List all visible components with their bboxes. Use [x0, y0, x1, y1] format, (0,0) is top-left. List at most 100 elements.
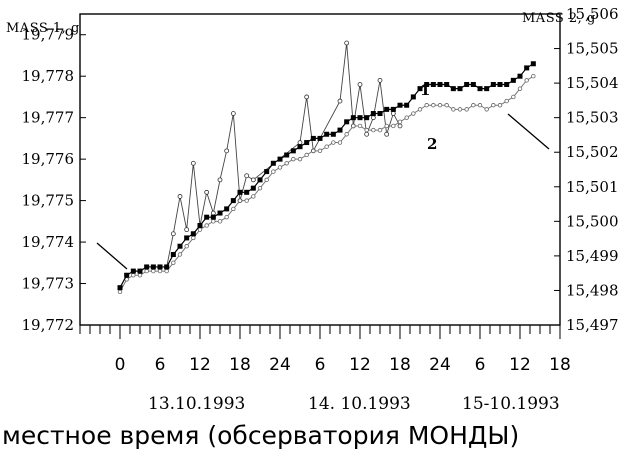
right-tick-label: 15,504 [566, 74, 619, 92]
series-1-point [177, 243, 183, 249]
series-2-point [164, 268, 169, 274]
right-pointer-arrow [507, 113, 550, 150]
x-tick-label: 12 [349, 355, 371, 375]
series-2-line [119, 75, 534, 293]
left-tick-label: 19,778 [22, 67, 75, 85]
series-2-point [477, 103, 483, 108]
series-2-point [157, 268, 163, 274]
series-1-point [370, 111, 376, 117]
series-1-point [130, 268, 136, 274]
series-1-point [217, 210, 223, 216]
series-1-point [190, 231, 196, 237]
series-1-point [517, 73, 523, 79]
axis-ticks [79, 13, 561, 339]
left-pointer-arrow [96, 242, 128, 270]
series-1-point [124, 272, 130, 278]
series-1-point [450, 86, 456, 92]
spike-point [337, 98, 343, 104]
spike-point [364, 131, 370, 137]
series-1-point [464, 81, 470, 87]
series-2-point [511, 94, 516, 100]
series-2-point [231, 206, 236, 212]
series-2-point [524, 78, 529, 83]
spike-point [210, 210, 216, 216]
series-1-point [230, 198, 236, 204]
spike-point [230, 111, 236, 116]
series-2-point [297, 156, 303, 162]
left-tick-label: 19,774 [22, 233, 75, 251]
series-1-point [310, 135, 316, 141]
series-1-point [490, 81, 496, 87]
series-1-point [344, 119, 350, 125]
series-2-point [324, 144, 329, 149]
series-2-point [457, 107, 463, 112]
series-1-point [117, 285, 123, 291]
series-2-point [437, 103, 443, 108]
series-2-point [137, 273, 143, 278]
series-2-point [191, 235, 196, 241]
series-2-point [357, 123, 363, 129]
series-1-point [210, 214, 216, 220]
spike-point [370, 115, 376, 121]
series-2-point [277, 165, 283, 170]
series-1-point [410, 94, 416, 100]
spike-point [304, 94, 310, 100]
series-1-point [224, 206, 230, 212]
left-tick-label: 19,773 [22, 275, 75, 293]
series-1-point [337, 127, 343, 133]
left-tick-label: 19,777 [22, 109, 75, 127]
series-1-point [444, 81, 450, 87]
series-2-point [171, 260, 176, 265]
series-2-point [131, 273, 136, 278]
series-2-point [491, 103, 496, 108]
x-axis-labels: 0 6 12 18 24 6 12 18 24 6 12 18 [115, 355, 571, 375]
series-2-point [217, 219, 223, 224]
series-2-point [371, 127, 376, 133]
series-1-point [530, 61, 536, 67]
series-1-point [257, 177, 263, 183]
series-1-point [137, 268, 143, 274]
series-2-point [497, 103, 503, 108]
series-2-point [291, 156, 296, 162]
x-tick-label: 6 [315, 355, 326, 375]
right-tick-label: 15,501 [566, 178, 619, 196]
series-1-point [330, 131, 336, 137]
series-1-point [277, 156, 283, 162]
series-1-point [157, 264, 163, 270]
right-tick-label: 15,505 [566, 40, 619, 58]
x-tick-label: 6 [155, 355, 166, 375]
series-2-point [531, 73, 536, 79]
spike-point [390, 111, 396, 116]
right-tick-label: 15,497 [566, 316, 619, 334]
spike-line [166, 42, 401, 268]
series-2-point [184, 244, 189, 249]
series-2-point [417, 107, 423, 112]
spike-point [397, 123, 403, 129]
series-2-point [351, 123, 356, 129]
series-2-point [311, 148, 316, 154]
series-1-point [504, 81, 510, 87]
x-tick-label: 18 [549, 355, 571, 375]
series-1-point [390, 106, 396, 112]
series-1-point [170, 252, 176, 258]
series-2-point [224, 214, 229, 220]
spike-point [177, 194, 183, 199]
left-tick-label: 19,775 [22, 192, 75, 210]
right-tick-label: 15,502 [566, 143, 619, 161]
spike-point [377, 77, 383, 83]
series-2-point [384, 123, 389, 129]
series-1-point [204, 214, 210, 220]
spike-point [357, 82, 363, 87]
plot-frame [79, 13, 561, 326]
spike-point [184, 227, 190, 233]
series-2-point [464, 107, 469, 112]
series-1-point [324, 131, 330, 137]
series-2-point [397, 119, 403, 125]
series-1-point [497, 81, 503, 87]
series-2-point [444, 103, 449, 108]
series-2-point [471, 103, 476, 108]
x-tick-label: 12 [509, 355, 531, 375]
x-tick-label: 12 [189, 355, 211, 375]
left-tick-label: 19,776 [22, 150, 75, 168]
